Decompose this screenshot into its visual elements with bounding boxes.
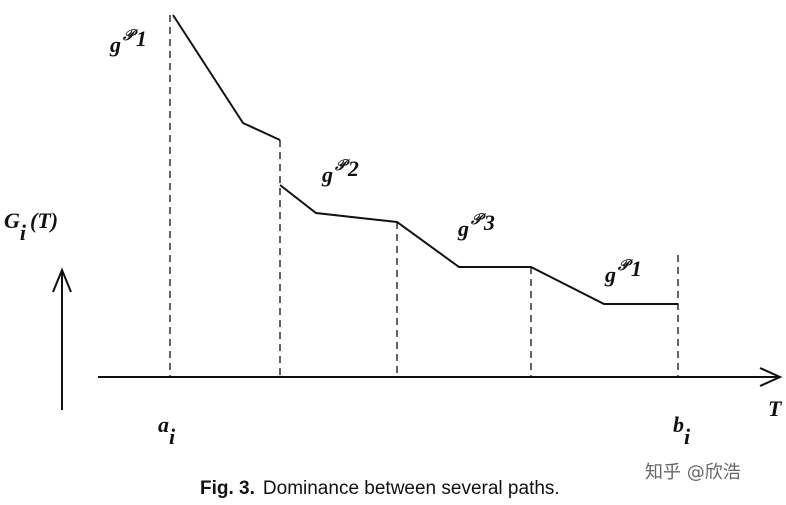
y-arrow-head <box>52 267 72 293</box>
label-part: 2 <box>347 156 359 181</box>
label-part: 1 <box>631 256 642 281</box>
path-segment <box>279 184 678 305</box>
label-part: (T) <box>30 208 58 233</box>
y-axis-label: Gi (T) <box>4 208 58 245</box>
caption: Fig. 3. Dominance between several paths. <box>200 478 560 499</box>
label-part: g <box>109 32 121 57</box>
label-part: i <box>684 424 691 449</box>
x-arrow <box>759 367 783 387</box>
label-part: b <box>673 412 684 437</box>
x-axis-label: T <box>768 396 783 421</box>
path-label: g 𝒫1 <box>109 26 147 57</box>
path-label: g 𝒫1 <box>604 256 642 287</box>
tick-label: bi <box>673 412 691 449</box>
label-part: 1 <box>136 26 147 51</box>
watermark: 知乎 @欣浩 <box>645 462 741 483</box>
label-part: i <box>169 424 176 449</box>
path-label: g 𝒫2 <box>321 156 359 187</box>
label-part: i <box>20 220 27 245</box>
label-part: Fig. 3. <box>200 478 255 499</box>
label-part: g <box>457 216 469 241</box>
path-segment <box>172 14 281 141</box>
label-part: 3 <box>483 210 495 235</box>
path-label: g 𝒫3 <box>457 210 495 241</box>
label-part: G <box>4 208 20 233</box>
label-part: g <box>604 262 616 287</box>
label-part: g <box>321 162 333 187</box>
label-part: Dominance between several paths. <box>263 478 560 499</box>
tick-label: ai <box>158 412 176 449</box>
label-part: a <box>158 412 169 437</box>
